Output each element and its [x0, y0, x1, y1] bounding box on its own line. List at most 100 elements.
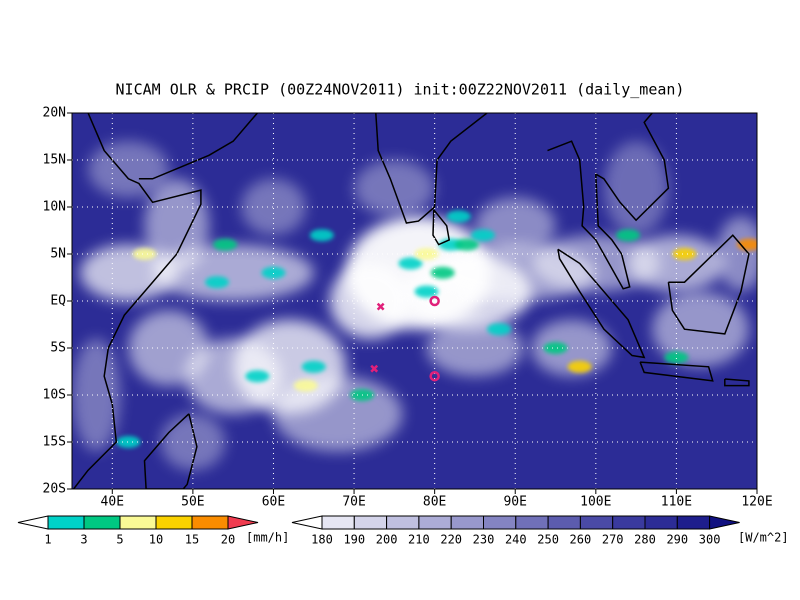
y-tick-label: 15N — [43, 153, 66, 168]
colorbar-label: 5 — [116, 533, 123, 547]
rain-cell — [301, 360, 326, 373]
colorbar-arrow — [17, 515, 49, 530]
colorbar-box — [644, 515, 678, 530]
coastline — [73, 113, 202, 489]
rain-cell — [543, 342, 568, 354]
colorbar-box — [483, 515, 517, 530]
y-tick-label: 15S — [43, 435, 66, 450]
rain-cell — [414, 248, 439, 260]
colorbar-box — [191, 515, 229, 530]
colorbar-box — [47, 515, 85, 530]
map-title: NICAM OLR & PRCIP (00Z24NOV2011) init:00… — [116, 81, 685, 99]
colorbar-box — [83, 515, 121, 530]
colorbar-box — [155, 515, 193, 530]
colorbar-label: 15 — [185, 533, 199, 547]
precip-colorbar: 1 3 5 10 15 20 [mm/h] — [17, 515, 289, 547]
y-tick-label: 10S — [43, 388, 66, 403]
rain-cell — [261, 266, 286, 279]
colorbar-label: 1 — [44, 533, 51, 547]
colorbar-label: 10 — [149, 533, 163, 547]
rain-cell — [293, 379, 318, 392]
y-tick-label: 5S — [50, 341, 66, 356]
cloud — [72, 338, 121, 452]
colorbar-label: 210 — [408, 533, 430, 547]
rain-cell — [471, 229, 495, 242]
cloud — [329, 263, 411, 339]
rain-cell — [672, 248, 697, 260]
x-tick-label: 90E — [503, 495, 526, 510]
y-tick-label: 20S — [43, 482, 66, 497]
cloud — [474, 197, 556, 254]
cloud — [80, 244, 177, 301]
x-tick-label: 50E — [181, 495, 204, 510]
cloud — [531, 319, 612, 377]
rain-cell — [736, 238, 757, 251]
colorbar-box — [612, 515, 646, 530]
rain-cell — [414, 285, 439, 298]
colorbar-box — [386, 515, 420, 530]
colorbar-label: 230 — [473, 533, 495, 547]
cloud — [144, 178, 209, 273]
x-tick-label: 60E — [262, 495, 285, 510]
olr-colorbar: 180 190 200 210 220 230 240 250 260 270 280 290 300 [… — [291, 515, 789, 547]
coastline — [639, 361, 714, 382]
colorbar-box — [450, 515, 485, 530]
colorbar-box — [418, 515, 452, 530]
colorbar-arrow — [291, 515, 323, 530]
rain-cell — [430, 266, 455, 279]
x-marker — [370, 364, 379, 373]
y-tick-label: EQ — [50, 294, 66, 309]
rain-cell — [213, 238, 238, 251]
coastline — [557, 248, 646, 359]
cloud — [603, 141, 669, 236]
colorbar-box — [579, 515, 614, 530]
colorbar-unit: [W/m^2] — [738, 531, 789, 545]
colorbar-box — [515, 515, 549, 530]
map-frame — [71, 112, 758, 490]
colorbar-label: 250 — [537, 533, 559, 547]
colorbar-label: 3 — [80, 533, 87, 547]
colorbar-box — [547, 515, 581, 530]
colorbar-box — [321, 515, 355, 530]
colorbar-box — [119, 515, 157, 530]
coastline — [724, 378, 750, 387]
coastline — [138, 113, 258, 180]
x-marker — [376, 302, 385, 311]
x-tick-label: 40E — [101, 495, 124, 510]
colorbar-label: 180 — [311, 533, 333, 547]
colorbar-label: 300 — [699, 533, 721, 547]
cloud — [273, 376, 403, 452]
cloud — [241, 178, 306, 236]
circle-marker — [429, 295, 440, 307]
colorbar-arrow — [227, 515, 259, 530]
rain-cell — [116, 436, 141, 448]
colorbar-label: 290 — [666, 533, 688, 547]
colorbar-label: 220 — [440, 533, 462, 547]
rain-cell — [454, 238, 479, 251]
y-tick-label: 5N — [50, 247, 66, 262]
colorbar-label: 280 — [634, 533, 656, 547]
rain-cell — [309, 229, 334, 242]
coastline — [667, 234, 750, 335]
rain-cell — [567, 360, 592, 373]
rain-cell — [616, 229, 641, 242]
rain-cell — [446, 210, 471, 223]
x-tick-label: 70E — [342, 495, 365, 510]
colorbar-box — [353, 515, 388, 530]
x-tick-label: 120E — [741, 495, 772, 510]
coastline — [547, 113, 670, 290]
colorbar-unit: [mm/h] — [246, 531, 289, 545]
colorbar-label: 20 — [221, 533, 235, 547]
x-tick-label: 100E — [580, 495, 611, 510]
coastline — [432, 209, 451, 246]
y-tick-label: 10N — [43, 200, 66, 215]
x-tick-label: 80E — [423, 495, 446, 510]
colorbar-label: 190 — [343, 533, 365, 547]
cloud — [716, 216, 757, 292]
rain-cell — [664, 351, 689, 364]
colorbar-label: 270 — [602, 533, 624, 547]
colorbar-arrow — [709, 515, 740, 530]
circle-marker — [429, 370, 440, 382]
colorbar-label: 200 — [376, 533, 398, 547]
